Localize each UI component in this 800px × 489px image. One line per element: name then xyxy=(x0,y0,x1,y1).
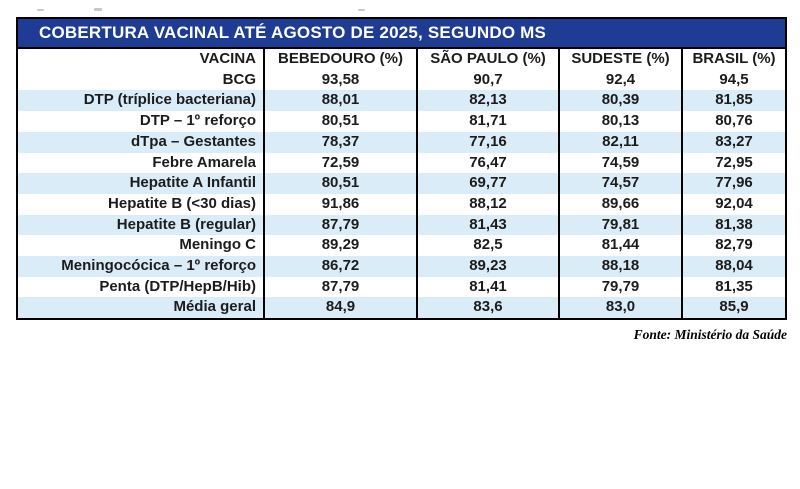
value-cell: 80,76 xyxy=(681,111,785,132)
vaccine-name-cell: Hepatite A Infantil xyxy=(129,174,256,192)
table-title: COBERTURA VACINAL ATÉ AGOSTO DE 2025, SE… xyxy=(18,19,785,49)
value-cell: 80,51 xyxy=(263,111,417,132)
table-row: DTP – 1º reforço 80,51 81,71 80,13 80,76 xyxy=(18,111,785,132)
value-cell: 86,72 xyxy=(263,256,417,277)
value-cell: 82,79 xyxy=(681,235,785,257)
value-cell: 78,37 xyxy=(263,131,417,153)
vaccine-name-cell: Meningocócica – 1º reforço xyxy=(61,257,256,275)
value-cell: 79,81 xyxy=(558,214,682,236)
table-row: Hepatite A Infantil 80,51 69,77 74,57 77… xyxy=(18,173,785,194)
value-cell: 81,38 xyxy=(681,214,785,236)
table-row: Hepatite B (<30 dias) 91,86 88,12 89,66 … xyxy=(18,193,785,215)
table-row: BCG 93,58 90,7 92,4 94,5 xyxy=(18,69,785,91)
value-cell: 80,51 xyxy=(263,173,417,194)
value-cell: 82,13 xyxy=(416,90,559,112)
table-row: Hepatite B (regular) 87,79 81,43 79,81 8… xyxy=(18,214,785,236)
value-cell: 88,01 xyxy=(263,90,417,112)
value-cell: 72,59 xyxy=(263,152,417,174)
value-cell: 89,66 xyxy=(558,193,682,215)
vaccine-name-cell: dTpa – Gestantes xyxy=(130,132,256,150)
screenshot-artifact xyxy=(358,9,365,11)
table-row: Meningocócica – 1º reforço 86,72 89,23 8… xyxy=(18,256,785,277)
value-cell: 74,57 xyxy=(558,173,682,194)
value-cell: 87,79 xyxy=(263,214,417,236)
value-cell: 82,11 xyxy=(558,131,682,153)
screenshot-artifact xyxy=(94,8,102,11)
table-body: BCG 93,58 90,7 92,4 94,5 DTP (tríplice b… xyxy=(18,69,785,319)
value-cell: 76,47 xyxy=(416,152,559,174)
column-header-vacina: VACINA xyxy=(199,50,256,67)
value-cell: 91,86 xyxy=(263,193,417,215)
vaccine-name-cell: DTP – 1º reforço xyxy=(139,112,256,130)
value-cell: 72,95 xyxy=(681,152,785,174)
value-cell: 79,79 xyxy=(558,276,682,298)
table-row: Febre Amarela 72,59 76,47 74,59 72,95 xyxy=(18,152,785,174)
value-cell: 89,29 xyxy=(263,235,417,257)
value-cell: 81,41 xyxy=(416,276,559,298)
vaccine-name-cell: DTP (tríplice bacteriana) xyxy=(83,91,256,109)
value-cell: 84,9 xyxy=(263,297,417,319)
value-cell: 80,13 xyxy=(558,111,682,132)
value-cell: 90,7 xyxy=(416,69,559,91)
value-cell: 74,59 xyxy=(558,152,682,174)
value-cell: 88,12 xyxy=(416,193,559,215)
value-cell: 83,0 xyxy=(558,297,682,319)
header-row: VACINA BEBEDOURO (%) SÃO PAULO (%) SUDES… xyxy=(18,49,785,70)
column-header-brasil: BRASIL (%) xyxy=(681,49,785,70)
value-cell: 81,85 xyxy=(681,90,785,112)
value-cell: 83,6 xyxy=(416,297,559,319)
value-cell: 82,5 xyxy=(416,235,559,257)
value-cell: 83,27 xyxy=(681,131,785,153)
table-row: dTpa – Gestantes 78,37 77,16 82,11 83,27 xyxy=(18,131,785,153)
value-cell: 81,43 xyxy=(416,214,559,236)
column-header-sudeste: SUDESTE (%) xyxy=(558,49,682,70)
value-cell: 93,58 xyxy=(263,69,417,91)
value-cell: 87,79 xyxy=(263,276,417,298)
value-cell: 81,35 xyxy=(681,276,785,298)
value-cell: 77,16 xyxy=(416,131,559,153)
value-cell: 80,39 xyxy=(558,90,682,112)
table-row: Média geral 84,9 83,6 83,0 85,9 xyxy=(18,297,785,319)
value-cell: 77,96 xyxy=(681,173,785,194)
value-cell: 92,4 xyxy=(558,69,682,91)
value-cell: 89,23 xyxy=(416,256,559,277)
source-note: Fonte: Ministério da Saúde xyxy=(633,327,787,342)
value-cell: 81,44 xyxy=(558,235,682,257)
value-cell: 94,5 xyxy=(681,69,785,91)
vaccine-name-cell: Hepatite B (regular) xyxy=(116,215,256,233)
value-cell: 81,71 xyxy=(416,111,559,132)
vaccine-name-cell: BCG xyxy=(222,70,256,88)
table-row: DTP (tríplice bacteriana) 88,01 82,13 80… xyxy=(18,90,785,112)
vaccine-coverage-table: COBERTURA VACINAL ATÉ AGOSTO DE 2025, SE… xyxy=(16,17,787,321)
value-cell: 88,04 xyxy=(681,256,785,277)
value-cell: 88,18 xyxy=(558,256,682,277)
vaccine-name-cell: Hepatite B (<30 dias) xyxy=(108,194,256,212)
vaccine-name-cell: Meningo C xyxy=(179,236,256,254)
column-header-bebedouro: BEBEDOURO (%) xyxy=(263,49,417,70)
table-row: Meningo C 89,29 82,5 81,44 82,79 xyxy=(18,235,785,257)
value-cell: 69,77 xyxy=(416,173,559,194)
vaccine-name-cell: Média geral xyxy=(173,298,256,316)
data-table: VACINA BEBEDOURO (%) SÃO PAULO (%) SUDES… xyxy=(18,49,785,319)
value-cell: 85,9 xyxy=(681,297,785,319)
table-row: Penta (DTP/HepB/Hib) 87,79 81,41 79,79 8… xyxy=(18,276,785,298)
value-cell: 92,04 xyxy=(681,193,785,215)
column-header-sao-paulo: SÃO PAULO (%) xyxy=(416,49,559,70)
screenshot-artifact xyxy=(37,9,44,11)
vaccine-name-cell: Febre Amarela xyxy=(152,153,256,171)
vaccine-name-cell: Penta (DTP/HepB/Hib) xyxy=(99,277,256,295)
